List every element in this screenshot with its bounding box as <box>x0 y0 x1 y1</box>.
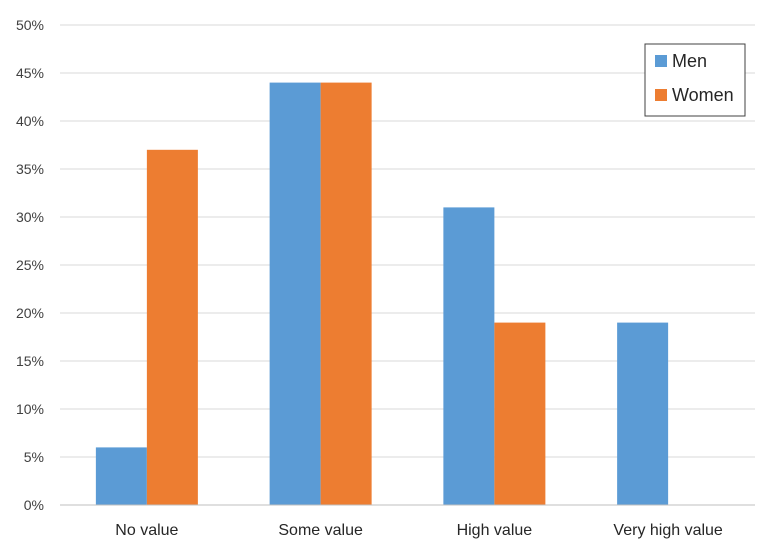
bar-women-some-value <box>320 82 372 505</box>
y-tick-label: 20% <box>16 305 44 321</box>
bar-men-high-value <box>443 207 495 505</box>
y-tick-label: 45% <box>16 65 44 81</box>
y-tick-label: 25% <box>16 257 44 273</box>
x-axis: No value Some value High value Very high va… <box>115 522 723 539</box>
x-category-label: No value <box>115 522 178 539</box>
bar-women-high-value <box>494 322 546 505</box>
y-tick-label: 50% <box>16 17 44 33</box>
y-tick-label: 35% <box>16 161 44 177</box>
bar-men-some-value <box>269 82 321 505</box>
legend-label-men: Men <box>672 51 707 71</box>
y-axis: 0% 5% 10% 15% 20% 25% 30% 35% 40% 45% 50% <box>16 17 44 513</box>
x-category-label: Some value <box>278 522 363 539</box>
y-tick-label: 5% <box>24 449 44 465</box>
legend-swatch-men <box>655 55 667 67</box>
bar-women-no-value <box>146 149 198 506</box>
y-tick-label: 0% <box>24 497 44 513</box>
legend-swatch-women <box>655 89 667 101</box>
y-tick-label: 40% <box>16 113 44 129</box>
y-tick-label: 30% <box>16 209 44 225</box>
y-tick-label: 10% <box>16 401 44 417</box>
y-tick-label: 15% <box>16 353 44 369</box>
bar-men-very-high-value <box>617 322 669 505</box>
bar-men-no-value <box>95 447 147 505</box>
x-category-label: Very high value <box>613 522 723 539</box>
bars <box>95 82 669 506</box>
x-category-label: High value <box>457 522 533 539</box>
legend-label-women: Women <box>672 85 734 105</box>
legend: Men Women <box>644 43 746 117</box>
